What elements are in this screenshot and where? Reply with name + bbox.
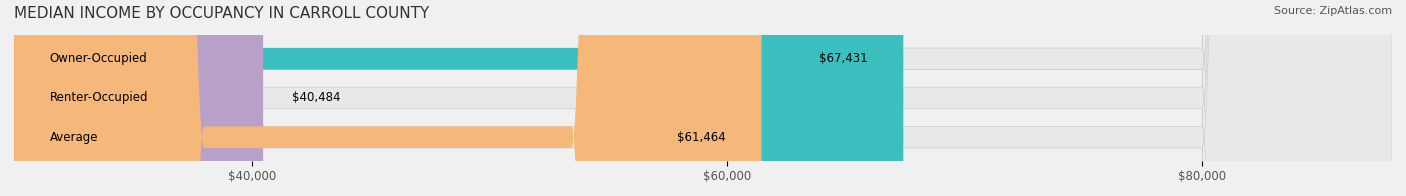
FancyBboxPatch shape	[14, 0, 762, 196]
Text: $40,484: $40,484	[291, 92, 340, 104]
Text: Source: ZipAtlas.com: Source: ZipAtlas.com	[1274, 6, 1392, 16]
Text: $67,431: $67,431	[820, 52, 868, 65]
FancyBboxPatch shape	[14, 0, 1392, 196]
FancyBboxPatch shape	[14, 0, 1392, 196]
Text: Renter-Occupied: Renter-Occupied	[49, 92, 148, 104]
Text: $61,464: $61,464	[678, 131, 725, 144]
Text: Owner-Occupied: Owner-Occupied	[49, 52, 148, 65]
Text: MEDIAN INCOME BY OCCUPANCY IN CARROLL COUNTY: MEDIAN INCOME BY OCCUPANCY IN CARROLL CO…	[14, 6, 429, 21]
FancyBboxPatch shape	[14, 0, 903, 196]
FancyBboxPatch shape	[14, 0, 263, 196]
Text: Average: Average	[49, 131, 98, 144]
FancyBboxPatch shape	[14, 0, 1392, 196]
